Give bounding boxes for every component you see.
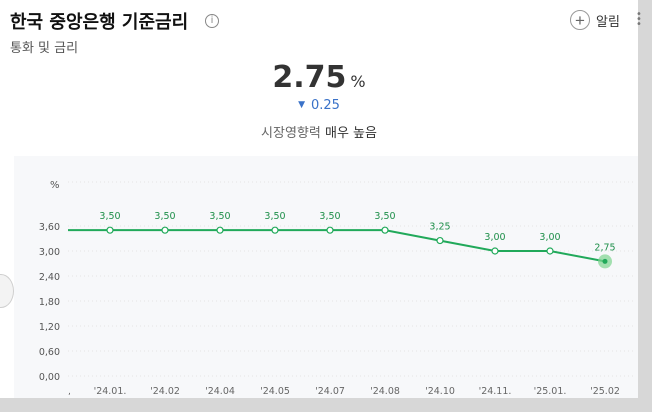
y-tick-label: 0,60 [39,347,60,358]
alarm-button[interactable]: + 알림 [570,9,620,31]
data-label: 3,50 [319,211,340,222]
data-point [106,226,114,234]
current-rate: 2.75% [0,60,638,95]
data-label: 3,50 [209,211,230,222]
x-tick-label: '25.01. [534,386,567,397]
impact-level: 매우 높음 [324,126,377,141]
rate-value: 2.75 [272,60,347,95]
y-tick-label: 0,00 [39,372,60,383]
x-tick-label: '24.10 [425,386,455,397]
rate-unit: % [350,72,366,91]
series-line [68,229,606,263]
market-impact: 시장영향력 매우 높음 [0,122,638,141]
rate-line-chart: % 0,00 0,60 1,20 1,80 2,40 3,00 3,60, '24.01. '24… [39,180,634,397]
x-tick-label: '24.08 [370,386,400,397]
x-tick-label: '24.04 [205,386,235,397]
data-label: 3,25 [429,222,450,233]
plus-icon: + [570,10,590,30]
x-tick-label: '24.02 [150,386,180,397]
y-tick-label: 2,40 [39,272,60,283]
y-tick-label: 3,60 [39,222,60,233]
data-label: 3,50 [154,211,175,222]
y-tick-label: 3,00 [39,247,60,258]
data-point [491,247,499,255]
rate-change: ▼ 0.25 [0,98,638,113]
data-point [216,226,224,234]
more-vertical-icon[interactable]: • • • [636,9,642,30]
data-label: 3,50 [99,211,120,222]
impact-label: 시장영향력 [261,126,321,141]
chart-area: % 0,00 0,60 1,20 1,80 2,40 3,00 3,60, '24.01. '24… [14,156,638,398]
data-point [436,236,444,245]
x-tick-label: '24.11. [479,386,512,397]
info-icon[interactable]: i [205,14,219,28]
x-tick-label: '25.02 [590,386,620,397]
data-point [161,226,169,234]
data-point [271,226,279,234]
x-tick-label: '24.07 [315,386,345,397]
y-tick-label: 1,80 [39,297,60,308]
y-tick-label: 1,20 [39,322,60,333]
data-point [602,258,608,264]
x-tick-label: '24.01. [94,386,127,397]
rate-card: 한국 중앙은행 기준금리 i 통화 및 금리 + 알림 • • • 2.75% ▼ 0… [0,0,642,398]
x-tick-label: '24.05 [260,386,290,397]
data-label: 3,50 [374,211,395,222]
data-label: 3,00 [484,232,505,243]
page-title: 한국 중앙은행 기준금리 [10,12,189,33]
data-point [326,226,334,234]
rate-change-value: 0.25 [310,98,340,113]
down-triangle-icon: ▼ [298,100,305,110]
category-subtitle: 통화 및 금리 [10,41,79,56]
data-point [546,247,554,255]
alarm-label: 알림 [596,13,620,29]
data-label: 3,00 [539,232,560,243]
data-point [381,226,389,234]
x-tick-partial: , [68,387,71,397]
data-label: 2,75 [594,242,615,253]
y-axis-unit-label: % [50,180,60,191]
data-label: 3,50 [264,211,285,222]
